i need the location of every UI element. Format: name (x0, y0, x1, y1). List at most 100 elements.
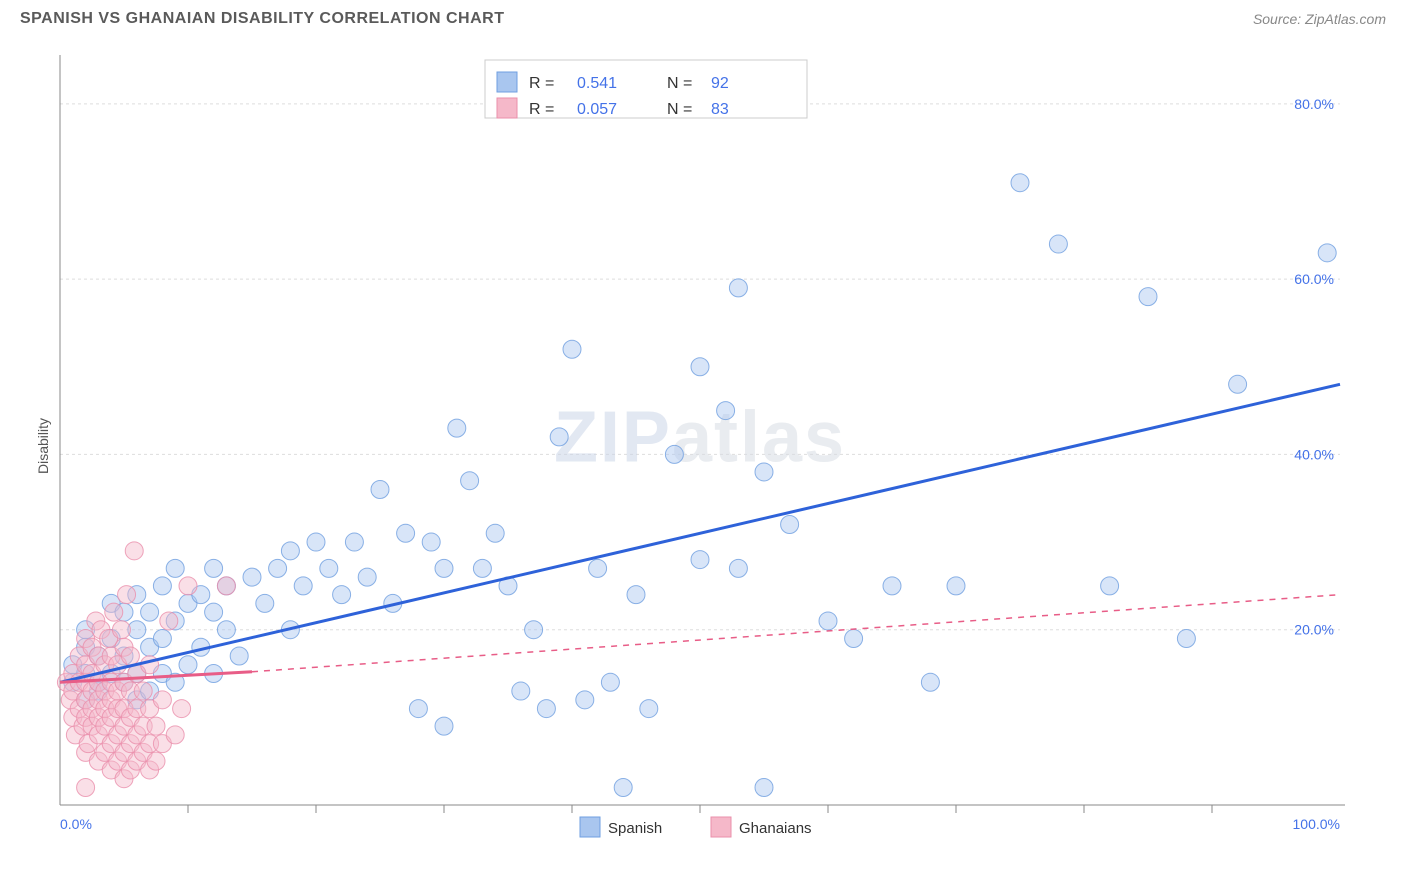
stats-legend-r-label: R = (529, 101, 554, 118)
point-spanish (563, 340, 581, 358)
point-spanish (1101, 577, 1119, 595)
point-spanish (397, 524, 415, 542)
point-spanish (256, 594, 274, 612)
stats-legend-n-value: 83 (711, 101, 729, 118)
point-spanish (819, 612, 837, 630)
point-ghanaians (112, 621, 130, 639)
point-spanish (729, 279, 747, 297)
point-spanish (435, 559, 453, 577)
point-spanish (1229, 375, 1247, 393)
point-spanish (179, 656, 197, 674)
point-spanish (269, 559, 287, 577)
trend-ghanaians-dash (252, 595, 1340, 672)
point-spanish (448, 419, 466, 437)
point-spanish (1177, 629, 1195, 647)
point-ghanaians (179, 577, 197, 595)
point-spanish (883, 577, 901, 595)
point-spanish (422, 533, 440, 551)
point-spanish (486, 524, 504, 542)
y-tick-label: 80.0% (1294, 96, 1334, 112)
point-spanish (1049, 235, 1067, 253)
watermark: ZIPatlas (554, 398, 846, 478)
y-axis-label: Disability (35, 418, 51, 474)
point-spanish (243, 568, 261, 586)
x-tick-label: 100.0% (1293, 816, 1340, 832)
point-spanish (281, 542, 299, 560)
point-spanish (665, 445, 683, 463)
point-spanish (576, 691, 594, 709)
point-spanish (141, 603, 159, 621)
point-spanish (320, 559, 338, 577)
point-spanish (1011, 174, 1029, 192)
point-spanish (947, 577, 965, 595)
legend-label: Spanish (608, 820, 662, 837)
point-ghanaians (173, 700, 191, 718)
y-tick-label: 40.0% (1294, 446, 1334, 462)
scatter-chart: 20.0%40.0%60.0%80.0%ZIPatlas0.0%100.0%R … (50, 45, 1386, 842)
point-spanish (166, 559, 184, 577)
y-tick-label: 60.0% (1294, 271, 1334, 287)
source-prefix: Source: (1253, 11, 1305, 27)
point-spanish (512, 682, 530, 700)
point-spanish (537, 700, 555, 718)
point-ghanaians (77, 778, 95, 796)
point-spanish (691, 358, 709, 376)
stats-legend-n-value: 92 (711, 75, 729, 92)
point-spanish (205, 603, 223, 621)
stats-legend-r-label: R = (529, 75, 554, 92)
point-spanish (435, 717, 453, 735)
point-ghanaians (160, 612, 178, 630)
point-spanish (461, 472, 479, 490)
point-spanish (755, 463, 773, 481)
point-ghanaians (105, 603, 123, 621)
chart-title: SPANISH VS GHANAIAN DISABILITY CORRELATI… (20, 10, 504, 28)
point-spanish (153, 629, 171, 647)
stats-legend-swatch (497, 72, 517, 92)
y-tick-label: 20.0% (1294, 622, 1334, 638)
point-spanish (640, 700, 658, 718)
point-spanish (205, 559, 223, 577)
point-spanish (230, 647, 248, 665)
point-spanish (473, 559, 491, 577)
point-spanish (729, 559, 747, 577)
point-spanish (371, 480, 389, 498)
point-ghanaians (125, 542, 143, 560)
point-spanish (333, 586, 351, 604)
stats-legend-swatch (497, 98, 517, 118)
point-spanish (601, 673, 619, 691)
chart-container: 20.0%40.0%60.0%80.0%ZIPatlas0.0%100.0%R … (50, 45, 1386, 842)
point-spanish (845, 629, 863, 647)
point-spanish (153, 577, 171, 595)
point-ghanaians (121, 647, 139, 665)
point-spanish (217, 621, 235, 639)
point-spanish (294, 577, 312, 595)
legend-swatch (580, 817, 600, 837)
point-ghanaians (134, 682, 152, 700)
point-spanish (755, 778, 773, 796)
source-attribution: Source: ZipAtlas.com (1253, 11, 1386, 27)
point-ghanaians (166, 726, 184, 744)
point-spanish (627, 586, 645, 604)
point-spanish (589, 559, 607, 577)
stats-legend-r-value: 0.541 (577, 75, 617, 92)
stats-legend-n-label: N = (667, 75, 692, 92)
point-spanish (1139, 288, 1157, 306)
point-spanish (358, 568, 376, 586)
point-spanish (1318, 244, 1336, 262)
point-spanish (525, 621, 543, 639)
point-ghanaians (153, 691, 171, 709)
point-spanish (691, 551, 709, 569)
point-spanish (307, 533, 325, 551)
source-name: ZipAtlas.com (1305, 11, 1386, 27)
legend-swatch (711, 817, 731, 837)
point-spanish (409, 700, 427, 718)
point-spanish (921, 673, 939, 691)
point-spanish (781, 516, 799, 534)
chart-header: SPANISH VS GHANAIAN DISABILITY CORRELATI… (0, 0, 1406, 33)
point-ghanaians (217, 577, 235, 595)
point-ghanaians (147, 752, 165, 770)
point-ghanaians (118, 586, 136, 604)
stats-legend-n-label: N = (667, 101, 692, 118)
point-ghanaians (147, 717, 165, 735)
legend-label: Ghanaians (739, 820, 812, 837)
